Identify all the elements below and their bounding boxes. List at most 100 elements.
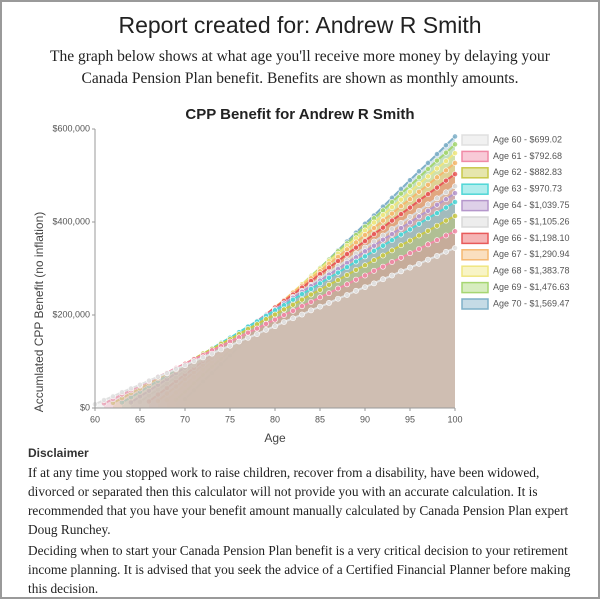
data-point xyxy=(317,303,323,310)
data-point xyxy=(416,232,422,239)
data-point xyxy=(407,237,413,244)
data-point xyxy=(281,312,287,318)
data-point xyxy=(371,267,377,274)
data-point xyxy=(362,253,368,260)
legend-swatch xyxy=(461,249,489,261)
data-point xyxy=(380,276,386,283)
data-point xyxy=(200,354,206,361)
data-point xyxy=(425,201,431,208)
data-point xyxy=(353,258,359,265)
data-point xyxy=(389,247,395,254)
data-point xyxy=(182,396,188,403)
data-point xyxy=(371,219,377,226)
data-point xyxy=(326,274,332,281)
data-point xyxy=(182,381,188,388)
x-tick-label: 65 xyxy=(135,414,145,424)
y-tick-label: $400,000 xyxy=(52,216,90,226)
data-point xyxy=(452,160,458,166)
data-point xyxy=(353,266,359,273)
data-point xyxy=(263,326,269,333)
data-point xyxy=(344,264,350,271)
y-tick-label: $600,000 xyxy=(52,123,90,133)
data-point xyxy=(434,222,440,229)
data-point xyxy=(434,165,440,172)
chart-title: CPP Benefit for Andrew R Smith xyxy=(185,106,414,123)
data-point xyxy=(362,284,368,290)
data-point xyxy=(146,377,152,384)
data-point xyxy=(353,287,359,294)
data-point xyxy=(254,331,260,337)
data-point xyxy=(173,389,179,396)
data-point xyxy=(326,300,332,306)
y-tick-label: $200,000 xyxy=(52,309,90,319)
report-description: The graph below shows at what age you'll… xyxy=(50,48,550,87)
data-point xyxy=(371,280,377,287)
data-point xyxy=(398,190,404,197)
data-point xyxy=(371,231,377,237)
data-point xyxy=(272,316,278,323)
data-point xyxy=(119,389,125,396)
data-point xyxy=(362,272,368,279)
data-point xyxy=(326,281,332,288)
data-point xyxy=(218,346,224,353)
legend-swatch xyxy=(461,199,489,212)
data-point xyxy=(416,220,422,227)
data-point xyxy=(281,319,287,325)
data-point xyxy=(209,350,215,357)
data-point xyxy=(389,226,395,232)
data-point xyxy=(407,226,413,233)
data-point xyxy=(443,217,449,224)
data-point xyxy=(407,204,413,211)
plot-area xyxy=(92,133,458,408)
x-tick-label: 95 xyxy=(405,414,415,424)
data-point xyxy=(209,370,215,377)
legend-label: Age 63 - $970.73 xyxy=(493,184,562,194)
data-point xyxy=(452,245,458,251)
legend-label: Age 66 - $1,198.10 xyxy=(493,233,570,243)
data-point xyxy=(452,150,458,157)
data-point xyxy=(416,168,422,175)
data-point xyxy=(380,236,386,243)
data-point xyxy=(434,184,440,191)
data-point xyxy=(389,199,395,205)
data-point xyxy=(353,276,359,283)
data-point xyxy=(434,174,440,181)
data-point xyxy=(110,393,116,400)
data-point xyxy=(389,272,395,279)
data-point xyxy=(389,259,395,265)
data-point xyxy=(371,247,377,254)
data-point xyxy=(137,399,143,405)
legend-label: Age 62 - $882.83 xyxy=(493,167,562,177)
data-point xyxy=(299,303,305,310)
legend-swatch xyxy=(461,232,489,245)
y-tick-label: $0 xyxy=(80,402,90,412)
data-point xyxy=(200,378,206,385)
data-point xyxy=(434,201,440,208)
data-point xyxy=(416,213,422,220)
data-point xyxy=(443,248,449,255)
data-point xyxy=(398,220,404,226)
data-point xyxy=(371,225,377,231)
data-point xyxy=(362,248,368,255)
data-point xyxy=(299,296,305,303)
data-point xyxy=(452,190,458,197)
series-line xyxy=(157,162,456,402)
legend-swatch xyxy=(461,281,489,294)
data-point xyxy=(299,311,305,318)
data-point xyxy=(335,295,341,302)
data-point xyxy=(335,269,341,276)
data-point xyxy=(425,227,431,234)
data-point xyxy=(371,242,377,249)
data-point xyxy=(227,342,233,349)
data-point xyxy=(317,286,323,293)
data-point xyxy=(443,167,449,174)
data-point xyxy=(452,199,458,205)
data-point xyxy=(191,358,197,364)
data-point xyxy=(425,207,431,214)
data-point xyxy=(173,366,179,372)
x-tick-label: 75 xyxy=(225,414,235,424)
data-point xyxy=(380,224,386,231)
data-point xyxy=(416,207,422,214)
data-point xyxy=(380,242,386,249)
